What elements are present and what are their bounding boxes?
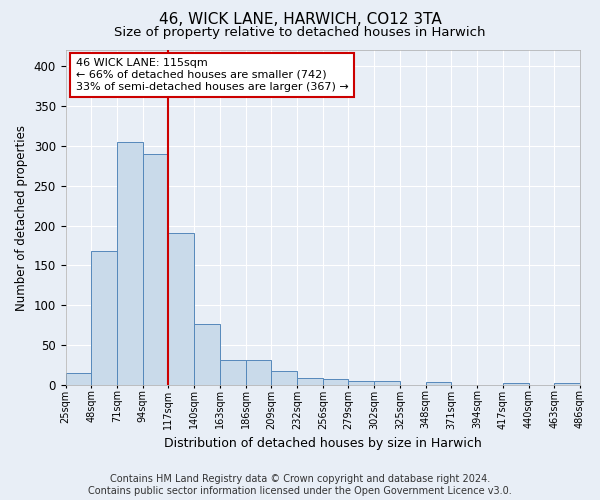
Bar: [143, 154, 169, 385]
Text: Contains HM Land Registry data © Crown copyright and database right 2024.
Contai: Contains HM Land Registry data © Crown c…: [88, 474, 512, 496]
Bar: [349, 381, 374, 385]
Y-axis label: Number of detached properties: Number of detached properties: [15, 124, 28, 310]
X-axis label: Distribution of detached houses by size in Harwich: Distribution of detached houses by size …: [164, 437, 482, 450]
Bar: [65, 373, 91, 385]
Bar: [425, 382, 451, 385]
Bar: [297, 378, 323, 385]
Bar: [323, 378, 349, 385]
Bar: [117, 142, 143, 385]
Bar: [245, 360, 271, 385]
Bar: [169, 232, 194, 385]
Bar: [374, 381, 400, 385]
Bar: [194, 324, 220, 385]
Bar: [503, 382, 529, 385]
Bar: [271, 371, 297, 385]
Bar: [91, 251, 117, 385]
Text: 46, WICK LANE, HARWICH, CO12 3TA: 46, WICK LANE, HARWICH, CO12 3TA: [158, 12, 442, 28]
Text: Size of property relative to detached houses in Harwich: Size of property relative to detached ho…: [114, 26, 486, 39]
Text: 46 WICK LANE: 115sqm
← 66% of detached houses are smaller (742)
33% of semi-deta: 46 WICK LANE: 115sqm ← 66% of detached h…: [76, 58, 349, 92]
Bar: [554, 382, 580, 385]
Bar: [220, 360, 245, 385]
